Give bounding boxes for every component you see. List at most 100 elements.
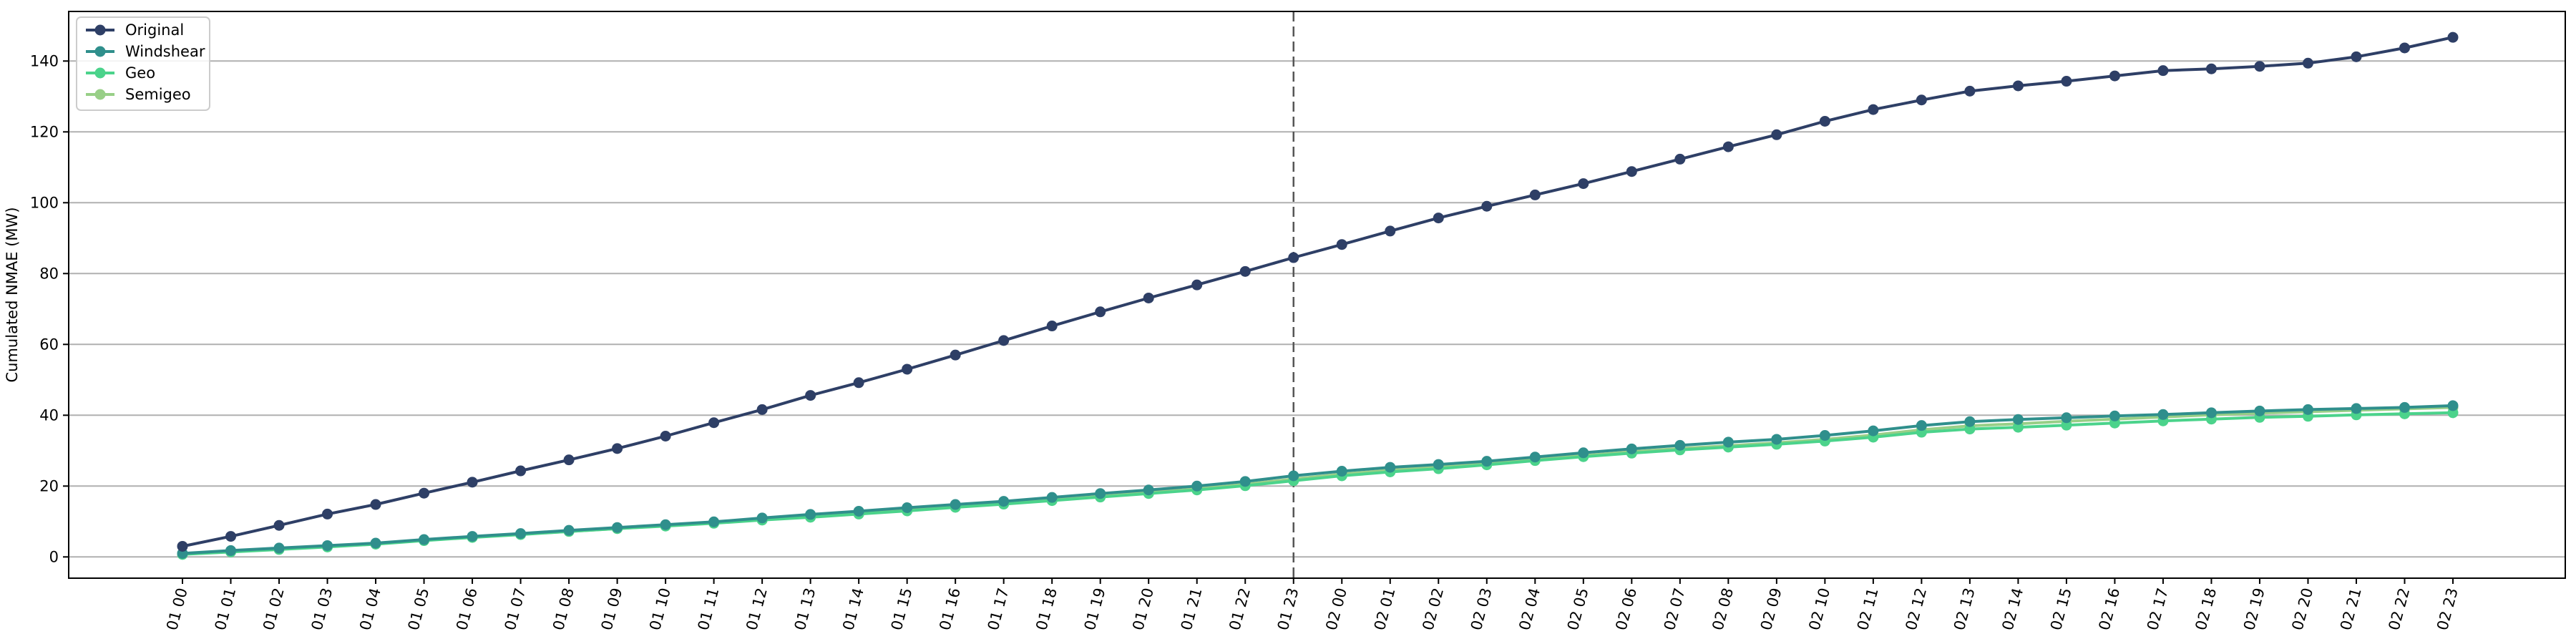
y-tick-label: 60 [39,336,59,353]
data-point [1819,430,1830,441]
series-windshear [177,400,2459,559]
data-point [1529,189,1541,200]
data-point [225,545,237,556]
data-point [1336,466,1347,477]
data-point [467,531,478,542]
legend-label: Geo [125,64,155,82]
data-point [1578,178,1589,190]
data-point [2061,76,2072,87]
data-point [2012,421,2024,433]
data-point [1578,447,1589,459]
legend-marker [94,24,106,36]
legend-marker [94,67,106,79]
data-point [467,477,478,488]
legend-box [76,16,210,111]
data-point [1529,452,1541,463]
data-point [370,537,381,549]
data-point [370,499,381,510]
data-point [1916,94,1927,106]
data-point [612,522,623,533]
series-line [182,404,2454,555]
legend: Original Windshear Geo Semigeo [76,16,210,111]
data-point [1239,476,1251,487]
data-point [1916,420,1927,431]
data-point [660,519,671,530]
data-point [273,542,285,554]
data-point [322,508,333,519]
data-point [1771,129,1782,140]
data-point [1046,492,1058,503]
data-point [2399,42,2410,54]
y-tick-label: 120 [30,123,59,140]
legend-label: Original [125,21,184,39]
grid-lines [69,60,2565,558]
data-point [950,499,961,510]
data-point [2351,51,2362,62]
legend-label: Windshear [125,43,205,60]
data-point [950,349,961,361]
data-point [902,364,913,375]
data-point [612,443,623,454]
data-point [1288,470,1299,482]
data-point [2157,409,2169,420]
data-point [515,465,527,477]
data-point [1868,104,1879,115]
data-point [1819,115,1830,127]
series-group [177,31,2459,560]
data-point [2447,400,2459,411]
data-point [1674,439,1686,451]
data-point [1481,456,1493,467]
data-point [1481,200,1493,212]
data-point [853,377,864,389]
data-point [1095,488,1106,499]
data-point [1288,252,1299,263]
data-point [419,534,430,545]
data-point [1191,480,1203,492]
data-point [2012,80,2024,92]
y-tick-label: 140 [30,52,59,69]
data-point [1433,459,1444,470]
data-point [563,454,575,466]
legend-item-geo: Geo [86,64,155,82]
data-point [1722,436,1734,448]
data-point [2302,404,2313,415]
data-point [1191,279,1203,291]
data-point [1771,434,1782,445]
data-point [2254,61,2265,72]
data-point [1385,462,1396,473]
data-point [998,496,1010,507]
y-axis-title: Cumulated NMAE (MW) [4,207,21,382]
data-point [1964,85,1976,97]
data-point [322,540,333,551]
data-point [2254,405,2265,416]
data-point [1868,425,1879,436]
data-point [273,519,285,531]
data-point [1964,424,1976,435]
series-original [177,31,2459,552]
legend-item-windshear: Windshear [86,43,205,60]
data-point [1095,306,1106,318]
data-point [177,540,188,552]
legend-marker [94,89,106,100]
legend-marker [94,46,106,57]
data-point [1433,213,1444,224]
plot-frame [68,11,2566,579]
data-point [2012,414,2024,425]
data-point [2109,410,2120,421]
data-point [419,487,430,499]
data-point [853,505,864,517]
data-point [660,431,671,442]
y-tick-label: 40 [39,406,59,424]
data-point [998,335,1010,346]
legend-item-original: Original [86,21,184,39]
data-point [2351,403,2362,414]
data-point [2157,65,2169,77]
data-point [515,528,527,540]
data-point [2061,412,2072,424]
data-point [756,512,768,524]
data-point [563,525,575,536]
data-point [756,404,768,415]
data-point [1046,321,1058,332]
data-point [225,531,237,542]
